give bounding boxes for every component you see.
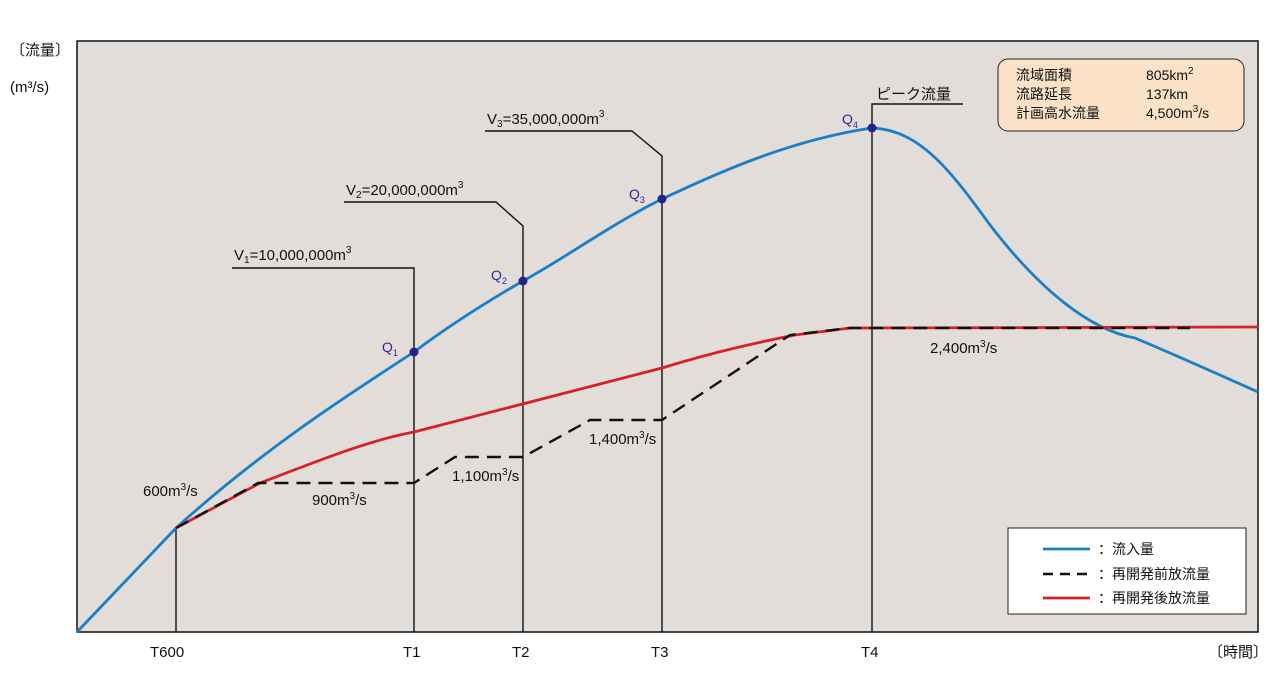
y-axis-unit: (m³/s) bbox=[10, 79, 49, 96]
info-value-length: 137km bbox=[1146, 86, 1188, 102]
x-axis-label: 〔時間〕 bbox=[1208, 644, 1268, 661]
info-box: 流域面積 805km2 流路延長 137km 計画高水流量 4,500m3/s bbox=[997, 58, 1245, 132]
legend-label-before: ：再開発前放流量 bbox=[1098, 566, 1210, 582]
marker-t2 bbox=[344, 201, 524, 632]
info-value-area: 805km2 bbox=[1146, 66, 1194, 83]
series-release-after bbox=[175, 325, 1259, 530]
marker-t1 bbox=[232, 267, 415, 632]
flow-label-600: 600m3/s bbox=[143, 482, 198, 500]
info-label-area: 流域面積 bbox=[1016, 67, 1072, 83]
point-q4 bbox=[867, 123, 877, 133]
x-tick-t1: T1 bbox=[403, 644, 421, 661]
x-tick-t4: T4 bbox=[861, 644, 879, 661]
info-value-flood: 4,500m3/s bbox=[1146, 104, 1209, 121]
point-q3 bbox=[657, 194, 667, 204]
y-axis-label: 〔流量〕 bbox=[10, 42, 70, 59]
info-label-length: 流路延長 bbox=[1016, 86, 1072, 102]
volume-label-v1: V1=10,000,000m3 bbox=[234, 245, 352, 266]
legend-label-inflow: ：流入量 bbox=[1098, 541, 1154, 557]
info-label-flood: 計画高水流量 bbox=[1016, 105, 1100, 121]
x-tick-t3: T3 bbox=[651, 644, 669, 661]
flow-label-1400: 1,400m3/s bbox=[589, 430, 656, 448]
q-points bbox=[409, 123, 877, 357]
series-inflow bbox=[75, 126, 1259, 633]
flow-label-1100: 1,100m3/s bbox=[452, 467, 519, 485]
time-markers bbox=[175, 103, 963, 632]
x-tick-t2: T2 bbox=[512, 644, 530, 661]
x-tick-t600: T600 bbox=[150, 644, 184, 661]
marker-t3 bbox=[485, 130, 663, 632]
marker-t4 bbox=[871, 103, 963, 632]
volume-label-v3: V3=35,000,000m3 bbox=[487, 109, 605, 130]
flow-label-2400: 2,400m3/s bbox=[930, 339, 997, 357]
flow-label-900: 900m3/s bbox=[312, 491, 367, 509]
legend: ：流入量 ：再開発前放流量 ：再開発後放流量 bbox=[1007, 527, 1247, 615]
series-release-before bbox=[175, 326, 1190, 530]
peak-label: ピーク流量 bbox=[876, 86, 951, 103]
point-q1 bbox=[409, 347, 419, 357]
legend-label-after: ：再開発後放流量 bbox=[1098, 590, 1210, 606]
volume-label-v2: V2=20,000,000m3 bbox=[346, 180, 464, 201]
point-q2 bbox=[518, 276, 528, 286]
